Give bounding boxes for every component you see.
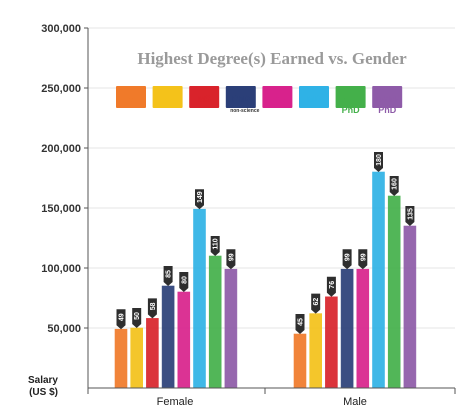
data-label: 160 xyxy=(392,178,399,190)
data-label: 99 xyxy=(228,253,235,261)
legend-swatch xyxy=(152,86,183,108)
data-label: 58 xyxy=(150,302,157,310)
data-label-tag xyxy=(405,206,415,226)
data-label-tag xyxy=(342,249,352,270)
y-tick-label: 250,000 xyxy=(41,83,81,95)
legend-label: DVM/ xyxy=(376,94,399,104)
legend-swatch xyxy=(116,86,146,108)
data-label-tag xyxy=(311,293,321,314)
legend-sublabel: non-science xyxy=(230,108,259,114)
data-label: 99 xyxy=(345,253,352,261)
legend-label: BA xyxy=(125,94,138,104)
legend-label: MD xyxy=(307,94,321,104)
bar xyxy=(177,291,191,389)
legend-label: BS xyxy=(161,94,174,104)
y-axis-label-line1: Salary xyxy=(28,375,58,386)
category-label-female: Female xyxy=(157,396,194,408)
data-label: 99 xyxy=(360,253,367,261)
legend-label: MS xyxy=(197,94,211,104)
legend-swatch xyxy=(189,86,220,108)
data-label-tag xyxy=(374,152,383,172)
bar xyxy=(208,255,222,389)
legend-label: PhD xyxy=(232,94,251,104)
legend-swatch xyxy=(299,86,329,108)
data-label-tag xyxy=(358,249,368,270)
y-tick-label: 150,000 xyxy=(41,203,81,215)
bar xyxy=(161,285,175,389)
data-label-tag xyxy=(295,314,305,334)
data-label: 45 xyxy=(298,318,305,326)
data-label: 85 xyxy=(166,270,173,278)
bar xyxy=(309,313,323,389)
data-label-tag xyxy=(179,272,189,292)
bar xyxy=(387,195,401,389)
bars: 49 45 50 62 58 76 85 99 80 99 149 180 110 160 99 135 xyxy=(114,152,417,389)
data-label: 80 xyxy=(181,276,188,284)
legend-label: PhD xyxy=(378,105,397,115)
data-label: 49 xyxy=(119,313,126,321)
bar xyxy=(293,333,307,389)
y-tick-label: 300,000 xyxy=(41,23,81,35)
chart-title: Highest Degree(s) Earned vs. Gender xyxy=(137,49,407,68)
data-label-tag xyxy=(326,276,336,297)
data-label: 62 xyxy=(313,298,320,306)
y-tick-label: 200,000 xyxy=(41,143,81,155)
bar xyxy=(193,208,206,389)
data-label: 50 xyxy=(134,312,141,320)
data-label-tag xyxy=(226,249,236,270)
y-tick-label: 50,000 xyxy=(47,323,81,335)
bar xyxy=(130,327,143,389)
y-tick-label: 100,000 xyxy=(41,263,81,275)
legend-label: MD/ xyxy=(342,94,359,104)
data-label-tag xyxy=(195,189,204,210)
bar xyxy=(372,171,385,389)
data-label-tag xyxy=(163,266,173,286)
bar xyxy=(403,225,417,389)
data-label-tag xyxy=(147,298,157,319)
legend-swatch xyxy=(335,86,366,108)
legend-label: PhD xyxy=(342,105,361,115)
data-label: 76 xyxy=(329,281,336,289)
bar xyxy=(146,318,159,389)
bar xyxy=(356,268,370,389)
data-label: 180 xyxy=(376,154,383,166)
y-axis-label-line2: (US $) xyxy=(29,387,58,398)
legend-label: PhD xyxy=(268,94,287,104)
bar xyxy=(224,268,238,389)
data-label-tag xyxy=(116,309,126,330)
data-label: 135 xyxy=(407,208,414,220)
bar xyxy=(325,296,338,389)
data-label-tag xyxy=(210,236,220,256)
legend-swatch xyxy=(372,86,403,108)
data-label: 110 xyxy=(213,238,220,249)
data-label-tag xyxy=(132,308,142,328)
y-axis: 50,000 100,000 150,000 200,000 250,000 300,00… xyxy=(41,23,89,388)
legend-swatch xyxy=(225,86,256,108)
data-label-tag xyxy=(389,176,399,196)
legend-swatch xyxy=(262,86,293,108)
x-axis xyxy=(87,387,456,394)
category-label-male: Male xyxy=(343,396,367,408)
bar xyxy=(114,328,128,389)
bar xyxy=(340,268,354,389)
data-label: 149 xyxy=(197,191,204,203)
